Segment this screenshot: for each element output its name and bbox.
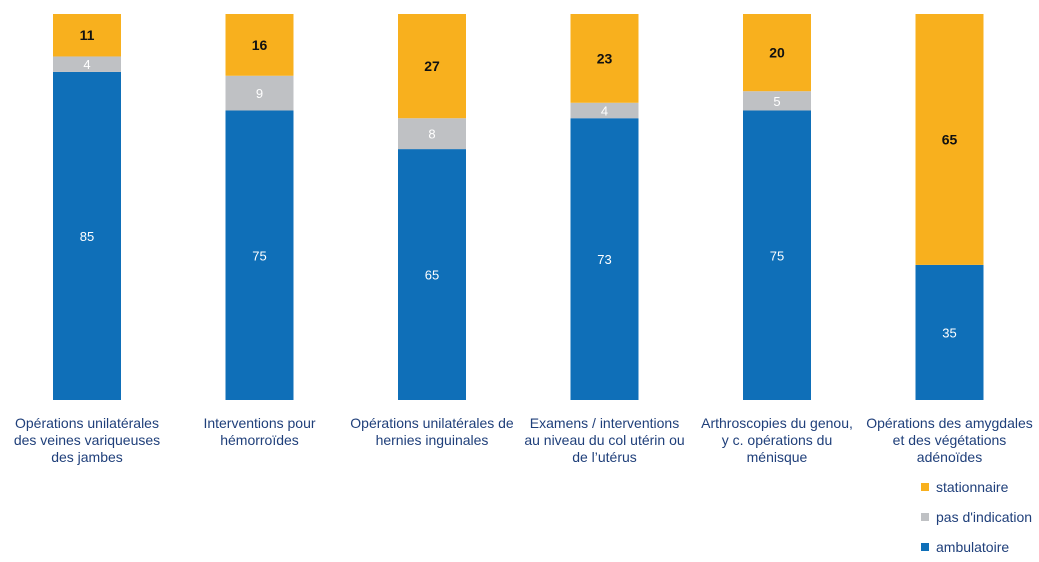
data-label-ambulatoire-3: 65 bbox=[425, 268, 439, 283]
legend-swatch-ambulatoire bbox=[921, 543, 929, 551]
category-label-5: Arthroscopies du genou,y c. opérations d… bbox=[687, 415, 867, 466]
legend-label-stationnaire: stationnaire bbox=[936, 479, 1008, 495]
category-label-line: hémorroïdes bbox=[170, 432, 350, 449]
stacked-bar-chart: 85 4 11 75 9 16 65 8 27 73 4 23 75 5 20 35 65 bbox=[0, 0, 1039, 549]
category-label-line: Interventions pour bbox=[170, 415, 350, 432]
data-label-stationnaire-6: 65 bbox=[942, 131, 958, 147]
legend-label-ambulatoire: ambulatoire bbox=[936, 539, 1009, 555]
data-label-ambulatoire-5: 75 bbox=[770, 248, 784, 263]
category-label-line: hernies inguinales bbox=[342, 432, 522, 449]
data-label-ambulatoire-4: 73 bbox=[597, 252, 611, 267]
data-label-ambulatoire-1: 85 bbox=[80, 229, 94, 244]
legend-item-pas-d-indication: pas d'indication bbox=[921, 502, 1032, 532]
legend-item-stationnaire: stationnaire bbox=[921, 472, 1032, 502]
category-label-line: de l’utérus bbox=[515, 449, 695, 466]
data-label-pas-d-indication-2: 9 bbox=[256, 86, 263, 101]
category-label-line: Opérations unilatérales bbox=[0, 415, 177, 432]
data-label-stationnaire-1: 11 bbox=[80, 27, 95, 43]
data-label-stationnaire-4: 23 bbox=[597, 50, 613, 66]
legend-swatch-pas-d-indication bbox=[921, 513, 929, 521]
data-label-pas-d-indication-4: 4 bbox=[601, 104, 608, 119]
data-label-stationnaire-3: 27 bbox=[424, 58, 440, 74]
category-label-line: Opérations unilatérales de bbox=[342, 415, 522, 432]
data-label-ambulatoire-2: 75 bbox=[252, 248, 266, 263]
legend-swatch-stationnaire bbox=[921, 483, 929, 491]
category-label-line: au niveau du col utérin ou bbox=[515, 432, 695, 449]
legend-item-ambulatoire: ambulatoire bbox=[921, 532, 1032, 562]
data-label-stationnaire-2: 16 bbox=[252, 37, 268, 53]
category-label-line: des veines variqueuses bbox=[0, 432, 177, 449]
category-label-line: des jambes bbox=[0, 449, 177, 466]
category-label-line: Arthroscopies du genou, bbox=[687, 415, 867, 432]
data-label-pas-d-indication-5: 5 bbox=[773, 94, 780, 109]
legend-label-pas-d-indication: pas d'indication bbox=[936, 509, 1032, 525]
category-label-line: y c. opérations du bbox=[687, 432, 867, 449]
category-label-line: Opérations des amygdales bbox=[860, 415, 1039, 432]
data-label-pas-d-indication-1: 4 bbox=[83, 57, 90, 72]
category-label-line: Examens / interventions bbox=[515, 415, 695, 432]
category-label-line: et des végétations bbox=[860, 432, 1039, 449]
data-label-ambulatoire-6: 35 bbox=[942, 325, 956, 340]
data-label-stationnaire-5: 20 bbox=[769, 45, 785, 61]
category-label-line: adénoïdes bbox=[860, 449, 1039, 466]
category-label-line: ménisque bbox=[687, 449, 867, 466]
data-label-pas-d-indication-3: 8 bbox=[428, 127, 435, 142]
